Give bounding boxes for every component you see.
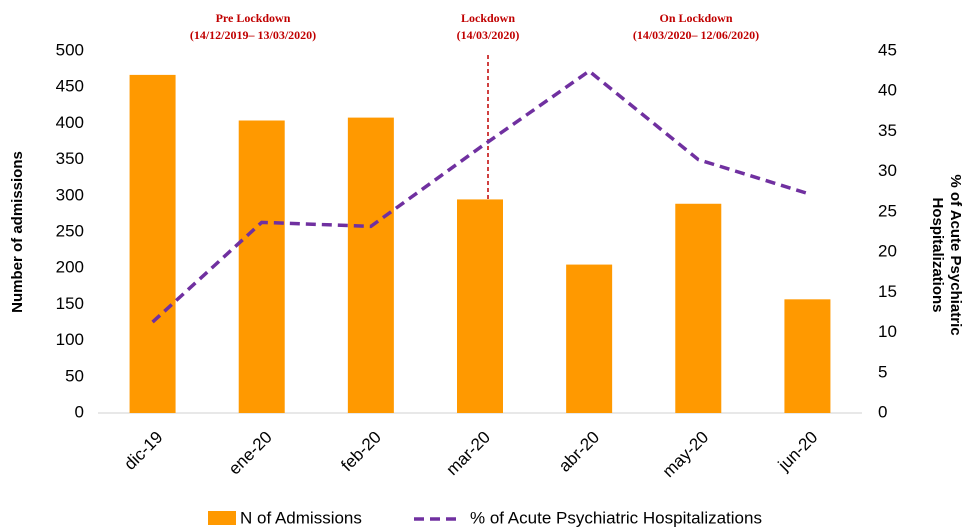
x-tick-label: may-20 [659,428,713,482]
annotation: (14/03/2020) [457,28,520,42]
y-axis-title: Number of admissions [9,151,26,313]
bar [675,203,722,413]
annotation: On Lockdown [659,11,732,25]
y2-tick-label: 30 [878,161,897,180]
y-tick-label: 50 [65,366,84,385]
y2-tick-label: 5 [878,362,887,381]
y-tick-label: 350 [56,149,84,168]
x-tick-label: mar-20 [442,428,494,480]
x-tick-label: abr-20 [555,428,603,476]
annotation: (14/12/2019– 13/03/2020) [190,28,316,42]
y2-axis-title: % of Acute Psychiatric [947,174,964,335]
legend-swatch [208,511,236,525]
annotation: Pre Lockdown [216,11,291,25]
annotation: Lockdown [461,11,515,25]
y-tick-label: 450 [56,77,84,96]
y2-axis-title: Hospitalizations [929,197,946,312]
y2-tick-label: 45 [878,40,897,59]
y2-tick-label: 35 [878,121,897,140]
bar [566,264,613,413]
bar [238,120,285,413]
y-tick-label: 250 [56,221,84,240]
bar [129,74,176,413]
y-tick-label: 200 [56,258,84,277]
y2-tick-label: 10 [878,322,897,341]
y2-tick-label: 40 [878,81,897,100]
y-tick-label: 150 [56,294,84,313]
x-tick-label: jun-20 [774,428,822,476]
bar [784,299,831,413]
y-tick-label: 300 [56,185,84,204]
y2-tick-label: 25 [878,201,897,220]
x-tick-label: dic-19 [120,428,166,474]
y-tick-label: 500 [56,40,84,59]
legend-label: N of Admissions [240,508,362,527]
y2-tick-label: 15 [878,282,897,301]
y-tick-label: 0 [75,402,84,421]
bar [457,199,503,413]
y2-tick-label: 20 [878,242,897,261]
y-tick-label: 100 [56,330,84,349]
x-tick-label: ene-20 [225,428,276,479]
x-tick-label: feb-20 [337,428,385,476]
line [151,68,808,324]
y-tick-label: 400 [56,113,84,132]
annotation: (14/03/2020– 12/06/2020) [633,28,759,42]
bar [347,117,394,413]
legend-label: % of Acute Psychiatric Hospitalizations [470,508,762,527]
y2-tick-label: 0 [878,402,887,421]
